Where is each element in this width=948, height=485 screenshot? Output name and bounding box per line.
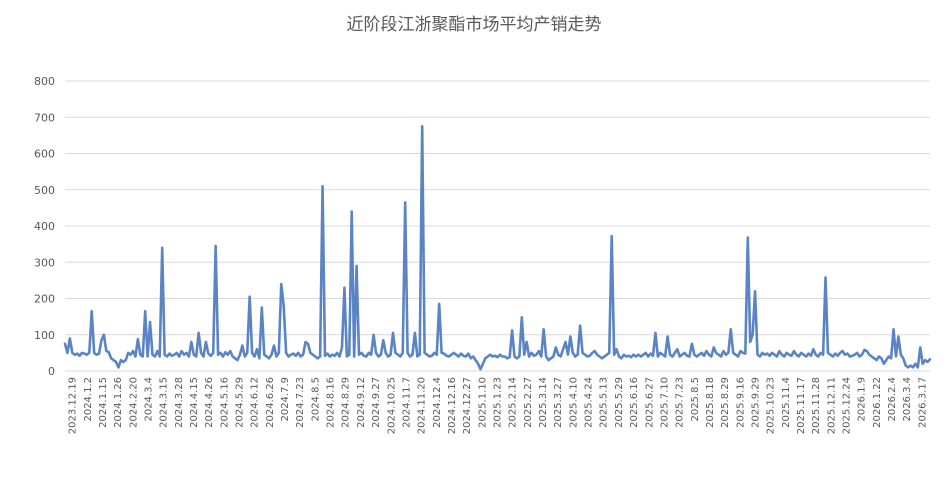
x-tick-label: 2025.1.10 xyxy=(477,377,488,428)
y-tick-label: 500 xyxy=(34,184,55,197)
x-tick-label: 2025.1.23 xyxy=(493,377,504,428)
x-tick-label: 2024.7.23 xyxy=(295,377,306,428)
x-tick-label: 2024.4.15 xyxy=(189,377,200,428)
x-tick-label: 2025.2.14 xyxy=(508,377,519,428)
x-tick-label: 2025.10.23 xyxy=(766,377,777,434)
y-tick-label: 100 xyxy=(34,329,55,342)
x-tick-label: 2024.5.29 xyxy=(235,377,246,428)
x-tick-label: 2025.11.17 xyxy=(796,377,807,434)
x-tick-label: 2024.1.2 xyxy=(83,377,94,422)
x-tick-label: 2024.12.27 xyxy=(462,377,473,434)
x-tick-label: 2024.10.25 xyxy=(386,377,397,434)
x-tick-label: 2025.12.24 xyxy=(842,377,853,434)
x-tick-label: 2024.11.7 xyxy=(401,377,412,428)
x-tick-label: 2024.3.28 xyxy=(174,377,185,428)
x-tick-label: 2025.9.29 xyxy=(751,377,762,428)
x-tick-label: 2025.3.27 xyxy=(553,377,564,428)
x-tick-label: 2026.3.4 xyxy=(902,377,913,422)
x-tick-label: 2025.7.10 xyxy=(659,377,670,428)
x-tick-label: 2026.2.4 xyxy=(887,377,898,422)
x-tick-label: 2025.4.24 xyxy=(584,377,595,428)
x-tick-label: 2026.3.17 xyxy=(917,377,928,428)
x-tick-label: 2026.1.22 xyxy=(872,377,883,428)
y-tick-label: 200 xyxy=(34,293,55,306)
x-tick-label: 2025.8.29 xyxy=(720,377,731,428)
y-tick-label: 0 xyxy=(48,365,55,378)
x-tick-label: 2024.3.4 xyxy=(144,377,155,422)
series-line xyxy=(63,125,932,371)
x-tick-label: 2023.12.19 xyxy=(68,377,79,434)
x-tick-label: 2024.9.12 xyxy=(356,377,367,428)
x-tick-label: 2025.12.11 xyxy=(826,377,837,434)
x-tick-label: 2024.2.20 xyxy=(128,377,139,428)
x-tick-label: 2025.8.18 xyxy=(705,377,716,428)
y-tick-label: 600 xyxy=(34,148,55,161)
y-tick-label: 800 xyxy=(34,75,55,88)
x-tick-label: 2025.4.10 xyxy=(568,377,579,428)
x-tick-label: 2024.12.16 xyxy=(447,377,458,434)
x-tick-label: 2025.2.27 xyxy=(523,377,534,428)
x-tick-label: 2024.1.15 xyxy=(98,377,109,428)
x-tick-label: 2024.11.20 xyxy=(417,377,428,434)
x-tick-label: 2024.8.5 xyxy=(310,377,321,422)
x-tick-label: 2025.5.13 xyxy=(599,377,610,428)
y-tick-label: 700 xyxy=(34,111,55,124)
chart-title: 近阶段江浙聚酯市场平均产销走势 xyxy=(346,15,602,35)
x-tick-label: 2024.8.29 xyxy=(341,377,352,428)
x-tick-label: 2024.6.26 xyxy=(265,377,276,428)
x-tick-label: 2024.5.16 xyxy=(219,377,230,428)
x-tick-label: 2024.8.16 xyxy=(326,377,337,428)
y-tick-label: 300 xyxy=(34,256,55,269)
x-tick-label: 2024.12.4 xyxy=(432,377,443,428)
x-tick-label: 2025.11.4 xyxy=(781,377,792,428)
x-tick-label: 2024.4.26 xyxy=(204,377,215,428)
x-tick-label: 2024.6.12 xyxy=(250,377,261,428)
x-tick-label: 2025.6.27 xyxy=(644,377,655,428)
x-tick-label: 2024.7.9 xyxy=(280,377,291,422)
x-tick-label: 2025.11.28 xyxy=(811,377,822,434)
y-tick-label: 400 xyxy=(34,220,55,233)
x-tick-label: 2025.7.23 xyxy=(675,377,686,428)
x-tick-label: 2024.3.15 xyxy=(159,377,170,428)
x-tick-label: 2026.1.9 xyxy=(857,377,868,422)
x-tick-label: 2025.3.14 xyxy=(538,377,549,428)
x-tick-label: 2025.5.29 xyxy=(614,377,625,428)
x-tick-label: 2024.9.27 xyxy=(371,377,382,428)
x-tick-label: 2025.9.16 xyxy=(735,377,746,428)
x-tick-label: 2025.6.16 xyxy=(629,377,640,428)
x-tick-label: 2025.8.5 xyxy=(690,377,701,422)
x-tick-label: 2024.1.26 xyxy=(113,377,124,428)
